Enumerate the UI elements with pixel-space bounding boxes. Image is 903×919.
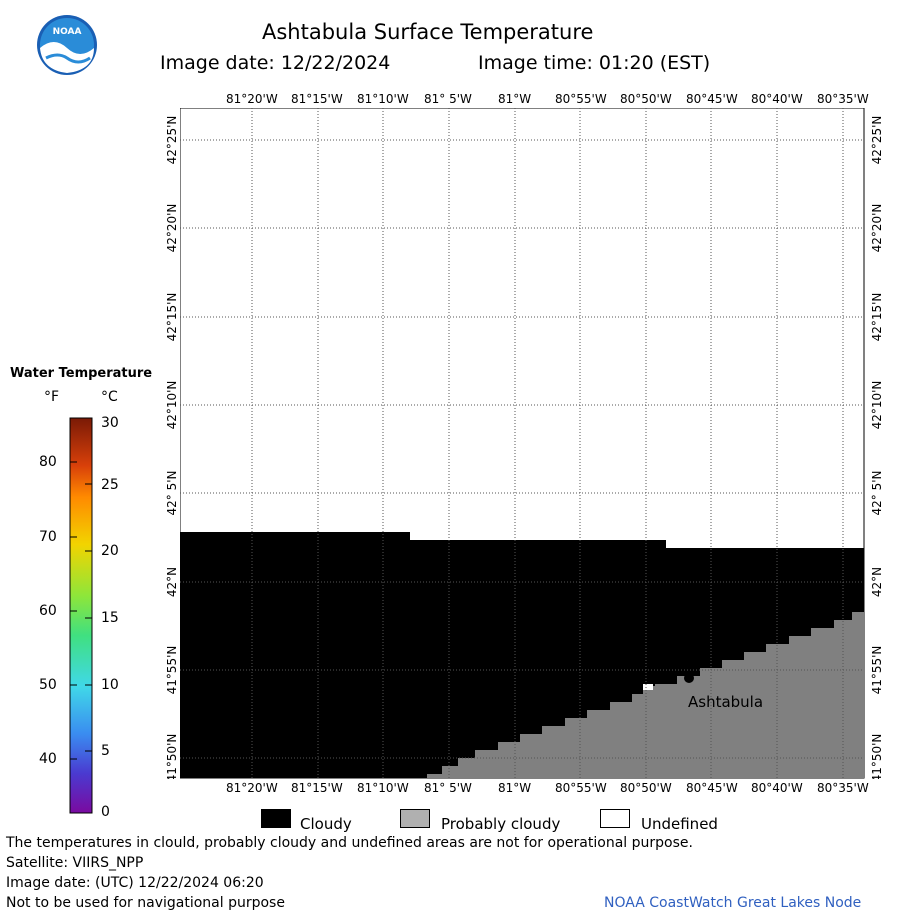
lon-label-top: 80°45'W — [686, 92, 738, 106]
lat-label-left: 42°20'N — [165, 204, 179, 253]
legend-swatch-probably-cloudy — [400, 809, 430, 828]
colorbar-title: Water Temperature — [10, 366, 153, 381]
navigation-warning: Not to be used for navigational purpose — [6, 895, 285, 911]
c-label: 15 — [101, 610, 119, 626]
lat-label-right: 42° 5'N — [870, 471, 884, 516]
c-label: 25 — [101, 477, 119, 493]
lat-label-left: 41°55'N — [165, 646, 179, 695]
lon-label-bottom: 81°10'W — [357, 781, 409, 795]
logo-text: NOAA — [53, 27, 82, 37]
lon-label-bottom: 80°40'W — [751, 781, 803, 795]
lon-label-top: 80°50'W — [620, 92, 672, 106]
lon-label-top: 81°20'W — [226, 92, 278, 106]
lat-label-right: 42°10'N — [870, 381, 884, 430]
legend-label-probably-cloudy: Probably cloudy — [441, 815, 561, 833]
lat-label-left: 41°50'N — [165, 734, 179, 779]
lon-label-top: 81°10'W — [357, 92, 409, 106]
lat-label-right: 41°55'N — [870, 646, 884, 695]
lat-label-right: 41°50'N — [870, 734, 884, 779]
place-label: Ashtabula — [688, 693, 763, 711]
lon-label-bottom: 81°15'W — [291, 781, 343, 795]
lon-label-top: 81° 5'W — [424, 92, 472, 106]
operational-warning: The temperatures in clould, probably clo… — [6, 835, 693, 851]
lon-label-top: 80°40'W — [751, 92, 803, 106]
probably-cloudy-region — [427, 612, 864, 778]
temperature-map: Ashtabula — [180, 108, 865, 779]
lon-label-top: 80°35'W — [817, 92, 869, 106]
ashtabula-marker — [684, 673, 694, 683]
lat-labels-right: 42°25'N 42°20'N 42°15'N 42°10'N 42° 5'N … — [870, 116, 884, 779]
image-time: Image time: 01:20 (EST) — [478, 52, 711, 74]
lon-label-top: 80°55'W — [555, 92, 607, 106]
map-title: Ashtabula Surface Temperature — [262, 20, 594, 44]
lat-label-right: 42°20'N — [870, 204, 884, 253]
lon-label-bottom: 80°55'W — [555, 781, 607, 795]
lat-labels-left: 42°25'N 42°20'N 42°15'N 42°10'N 42° 5'N … — [165, 116, 179, 779]
noaa-logo: NOAA — [37, 15, 97, 75]
c-label: 10 — [101, 677, 119, 693]
lon-label-bottom: 80°35'W — [817, 781, 869, 795]
temperature-colorbar — [69, 417, 93, 814]
f-label: 50 — [39, 677, 57, 693]
satellite-info: Satellite: VIIRS_NPP — [6, 855, 144, 871]
lat-label-right: 42°25'N — [870, 116, 884, 165]
f-label: 80 — [39, 454, 57, 470]
lat-label-right: 42°N — [870, 567, 884, 597]
lat-label-left: 42°N — [165, 567, 179, 597]
undefined-patch — [643, 684, 653, 690]
lon-label-bottom: 81° 5'W — [424, 781, 472, 795]
legend-label-undefined: Undefined — [641, 815, 718, 833]
lon-label-bottom: 81°20'W — [226, 781, 278, 795]
lat-label-left: 42°25'N — [165, 116, 179, 165]
lat-label-left: 42°15'N — [165, 293, 179, 342]
unit-fahrenheit: °F — [44, 389, 60, 405]
credit-link[interactable]: NOAA CoastWatch Great Lakes Node — [604, 895, 862, 911]
lat-label-right: 42°15'N — [870, 293, 884, 342]
graticule — [180, 108, 864, 778]
lat-label-left: 42°10'N — [165, 381, 179, 430]
f-label: 70 — [39, 529, 57, 545]
lon-label-top: 81°W — [498, 92, 532, 106]
lon-label-bottom: 80°45'W — [686, 781, 738, 795]
f-label: 40 — [39, 751, 57, 767]
c-label: 5 — [101, 743, 110, 759]
lon-label-bottom: 81°W — [498, 781, 532, 795]
c-label: 0 — [101, 804, 110, 820]
f-label: 60 — [39, 603, 57, 619]
c-label: 30 — [101, 415, 119, 431]
lon-label-bottom: 80°50'W — [620, 781, 672, 795]
legend-swatch-cloudy — [261, 809, 291, 828]
lon-label-top: 81°15'W — [291, 92, 343, 106]
legend-swatch-undefined — [600, 809, 630, 828]
lat-label-left: 42° 5'N — [165, 471, 179, 516]
image-date: Image date: 12/22/2024 — [160, 52, 391, 74]
utc-image-date: Image date: (UTC) 12/22/2024 06:20 — [6, 875, 264, 891]
c-label: 20 — [101, 543, 119, 559]
unit-celsius: °C — [101, 389, 118, 405]
legend-label-cloudy: Cloudy — [300, 815, 352, 833]
